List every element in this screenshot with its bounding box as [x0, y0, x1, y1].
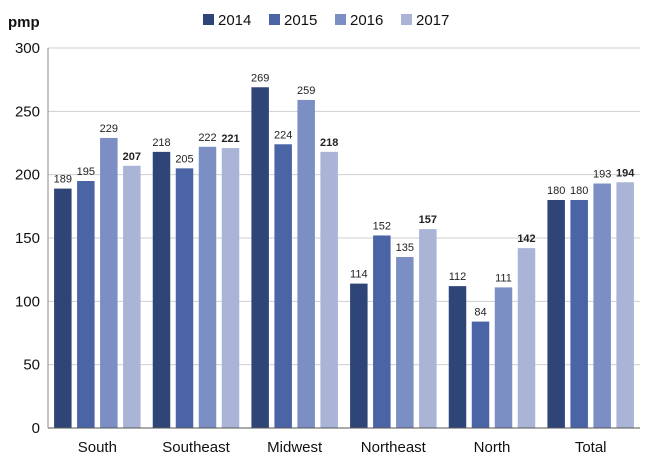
- bar-northeast-2015: [373, 235, 391, 428]
- gridlines: [48, 47, 640, 366]
- x-tick-label: Total: [575, 439, 607, 456]
- data-label: 195: [77, 166, 95, 178]
- bar-southeast-2017: [221, 148, 240, 429]
- legend-label: 2015: [284, 12, 317, 29]
- bar-north-2014: [448, 286, 467, 428]
- bar-southeast-2016: [198, 146, 217, 429]
- data-label: 205: [175, 153, 193, 165]
- bar-midwest-2017: [320, 151, 338, 428]
- data-label: 157: [419, 214, 437, 226]
- data-label: 218: [320, 137, 338, 149]
- data-label: 193: [593, 169, 611, 181]
- data-label: 84: [474, 307, 486, 319]
- y-axis-label: pmp: [8, 14, 40, 31]
- x-tick-label: North: [474, 439, 511, 456]
- bar-midwest-2015: [274, 144, 292, 428]
- x-tick-label: Northeast: [361, 439, 427, 456]
- legend-swatch: [401, 14, 412, 25]
- y-tick-label: 100: [15, 293, 40, 310]
- data-label: 269: [251, 72, 269, 84]
- data-label: 189: [54, 174, 72, 186]
- bar-north-2017: [517, 248, 536, 428]
- data-label: 221: [221, 133, 239, 145]
- y-tick-label: 0: [32, 420, 40, 437]
- bar-northeast-2017: [419, 229, 437, 428]
- x-tick-label: Southeast: [162, 439, 230, 456]
- data-label: 259: [297, 85, 315, 97]
- bar-midwest-2016: [297, 99, 315, 428]
- y-tick-label: 250: [15, 103, 40, 120]
- legend-swatch: [269, 14, 280, 25]
- x-tick-label: South: [78, 439, 117, 456]
- data-label: 152: [373, 220, 391, 232]
- data-label: 218: [152, 137, 170, 149]
- legend-label: 2017: [416, 12, 449, 29]
- y-tick-label: 300: [15, 40, 40, 57]
- bar-midwest-2014: [251, 87, 269, 429]
- bar-total-2015: [570, 200, 588, 428]
- bar-south-2017: [123, 165, 141, 429]
- legend: 2014 2015 2016 2017: [203, 12, 449, 29]
- data-label: 135: [396, 242, 414, 254]
- data-label: 114: [350, 269, 368, 281]
- legend-swatch: [335, 14, 346, 25]
- data-label: 229: [100, 123, 118, 135]
- bar-northeast-2016: [396, 257, 414, 428]
- data-label: 142: [517, 233, 535, 245]
- bar-south-2016: [100, 137, 118, 428]
- data-label: 224: [274, 129, 292, 141]
- bar-north-2015: [471, 321, 490, 428]
- data-label: 180: [570, 185, 588, 197]
- bar-total-2017: [616, 182, 634, 428]
- legend-label: 2014: [218, 12, 251, 29]
- bar-south-2015: [77, 181, 95, 428]
- x-tick-label: Midwest: [267, 439, 323, 456]
- data-labels: 189 195 229 207 218 205 222 221 269 224 259 218 114 1…: [54, 72, 636, 318]
- legend-label: 2016: [350, 12, 383, 29]
- data-label: 222: [198, 132, 216, 144]
- data-label: 194: [616, 167, 635, 179]
- bar-total-2016: [593, 183, 611, 428]
- data-label: 207: [123, 151, 141, 163]
- data-label: 180: [547, 185, 565, 197]
- bars: [54, 87, 634, 429]
- y-tick-label: 150: [15, 230, 40, 247]
- bar-north-2016: [494, 287, 513, 428]
- bar-southeast-2015: [175, 168, 194, 429]
- y-axis-ticks: 0 50 100 150 200 250 300: [15, 40, 40, 437]
- data-label: 111: [495, 272, 512, 284]
- bar-south-2014: [54, 188, 72, 428]
- bar-northeast-2014: [350, 283, 368, 428]
- data-label: 112: [449, 271, 467, 283]
- bar-southeast-2014: [152, 151, 171, 428]
- y-tick-label: 200: [15, 167, 40, 184]
- bar-total-2014: [547, 200, 565, 428]
- x-axis-categories: South Southeast Midwest Northeast North Total: [78, 439, 607, 456]
- legend-swatch: [203, 14, 214, 25]
- y-tick-label: 50: [23, 357, 40, 374]
